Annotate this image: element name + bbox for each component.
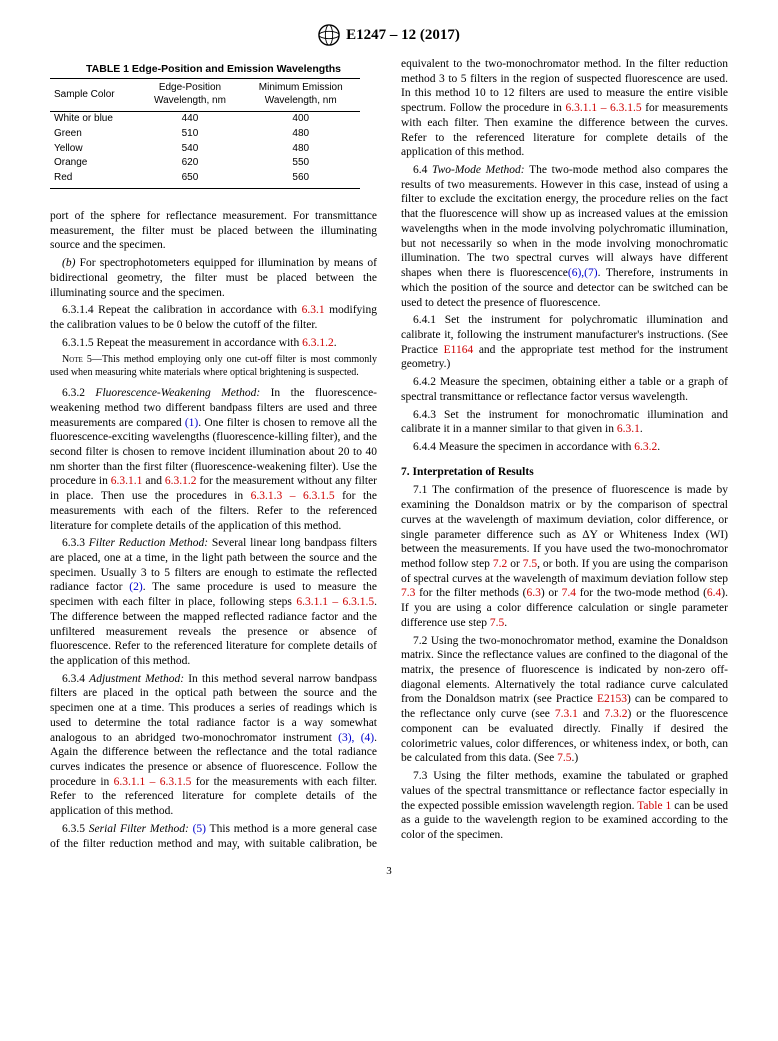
bib-ref[interactable]: (6),(7) <box>568 267 598 279</box>
table-header: Sample Color <box>50 79 138 112</box>
paragraph: 6.4 Two-Mode Method: The two-mode method… <box>401 163 728 310</box>
paragraph: 7.3 Using the filter methods, examine th… <box>401 769 728 843</box>
cross-ref[interactable]: 6.3.1 <box>617 423 640 435</box>
cross-ref[interactable]: 7.5 <box>557 752 571 764</box>
cross-ref[interactable]: 6.3.1.1 – 6.3.1.5 <box>114 776 192 788</box>
paragraph: 6.4.2 Measure the specimen, obtaining ei… <box>401 375 728 404</box>
paragraph: 7.2 Using the two-monochromator method, … <box>401 634 728 766</box>
astm-logo-icon <box>318 24 340 46</box>
page-header: E1247 – 12 (2017) <box>50 24 728 49</box>
cross-ref[interactable]: Table 1 <box>637 800 671 812</box>
paragraph: port of the sphere for reflectance measu… <box>50 209 377 253</box>
page-number: 3 <box>50 865 728 877</box>
bib-ref[interactable]: (3), (4) <box>338 732 374 744</box>
paragraph: 6.3.1.4 Repeat the calibration in accord… <box>50 303 377 332</box>
paragraph: 7.1 The confirmation of the presence of … <box>401 483 728 630</box>
cross-ref[interactable]: 7.5 <box>490 617 504 629</box>
cross-ref[interactable]: 6.3.1.2 <box>165 475 197 487</box>
cross-ref[interactable]: E1164 <box>444 344 474 356</box>
wavelength-table: Sample Color Edge-PositionWavelength, nm… <box>50 78 360 189</box>
cross-ref[interactable]: 6.3.1.1 – 6.3.1.5 <box>296 596 374 608</box>
cross-ref[interactable]: 7.3.1 <box>555 708 578 720</box>
table-row: Green510480 <box>50 127 360 142</box>
paragraph: 6.4.3 Set the instrument for monochromat… <box>401 408 728 437</box>
paragraph: 6.3.4 Adjustment Method: In this method … <box>50 672 377 819</box>
cross-ref[interactable]: 6.3.2 <box>634 441 657 453</box>
note: Note 5—This method employing only one cu… <box>50 354 377 380</box>
bib-ref[interactable]: (2) <box>129 581 142 593</box>
cross-ref[interactable]: E2153 <box>597 693 627 705</box>
cross-ref[interactable]: 6.3.1 <box>302 304 325 316</box>
cross-ref[interactable]: 7.4 <box>562 587 576 599</box>
table-row: Orange620550 <box>50 156 360 171</box>
cross-ref[interactable]: 6.3 <box>526 587 540 599</box>
paragraph: (b) For spectrophotometers equipped for … <box>50 256 377 300</box>
cross-ref[interactable]: 7.3 <box>401 587 415 599</box>
cross-ref[interactable]: 6.3.1.1 <box>111 475 143 487</box>
cross-ref[interactable]: 6.3.1.2 <box>302 337 334 349</box>
table-header: Minimum EmissionWavelength, nm <box>241 79 360 112</box>
cross-ref[interactable]: 6.4 <box>707 587 721 599</box>
paragraph: 6.4.1 Set the instrument for polychromat… <box>401 313 728 372</box>
cross-ref[interactable]: 6.3.1.1 – 6.3.1.5 <box>565 102 641 114</box>
bib-ref[interactable]: (5) <box>189 823 206 835</box>
table-row: Yellow540480 <box>50 142 360 157</box>
cross-ref[interactable]: 7.3.2 <box>604 708 627 720</box>
cross-ref[interactable]: 7.2 <box>493 558 507 570</box>
section-heading: 7. Interpretation of Results <box>401 465 728 480</box>
table-row: Red650560 <box>50 171 360 188</box>
paragraph: 6.3.2 Fluorescence-Weakening Method: In … <box>50 386 377 533</box>
bib-ref[interactable]: (1) <box>185 417 198 429</box>
doc-designation: E1247 – 12 (2017) <box>346 27 460 44</box>
paragraph: 6.3.3 Filter Reduction Method: Several l… <box>50 536 377 668</box>
table-header: Edge-PositionWavelength, nm <box>138 79 241 112</box>
table-title: TABLE 1 Edge-Position and Emission Wavel… <box>50 63 377 76</box>
body-columns: TABLE 1 Edge-Position and Emission Wavel… <box>50 57 728 851</box>
table-row: White or blue440400 <box>50 112 360 127</box>
paragraph: 6.4.4 Measure the specimen in accordance… <box>401 440 728 455</box>
paragraph: 6.3.1.5 Repeat the measurement in accord… <box>50 336 377 351</box>
cross-ref[interactable]: 7.5 <box>523 558 537 570</box>
cross-ref[interactable]: 6.3.1.3 – 6.3.1.5 <box>251 490 335 502</box>
